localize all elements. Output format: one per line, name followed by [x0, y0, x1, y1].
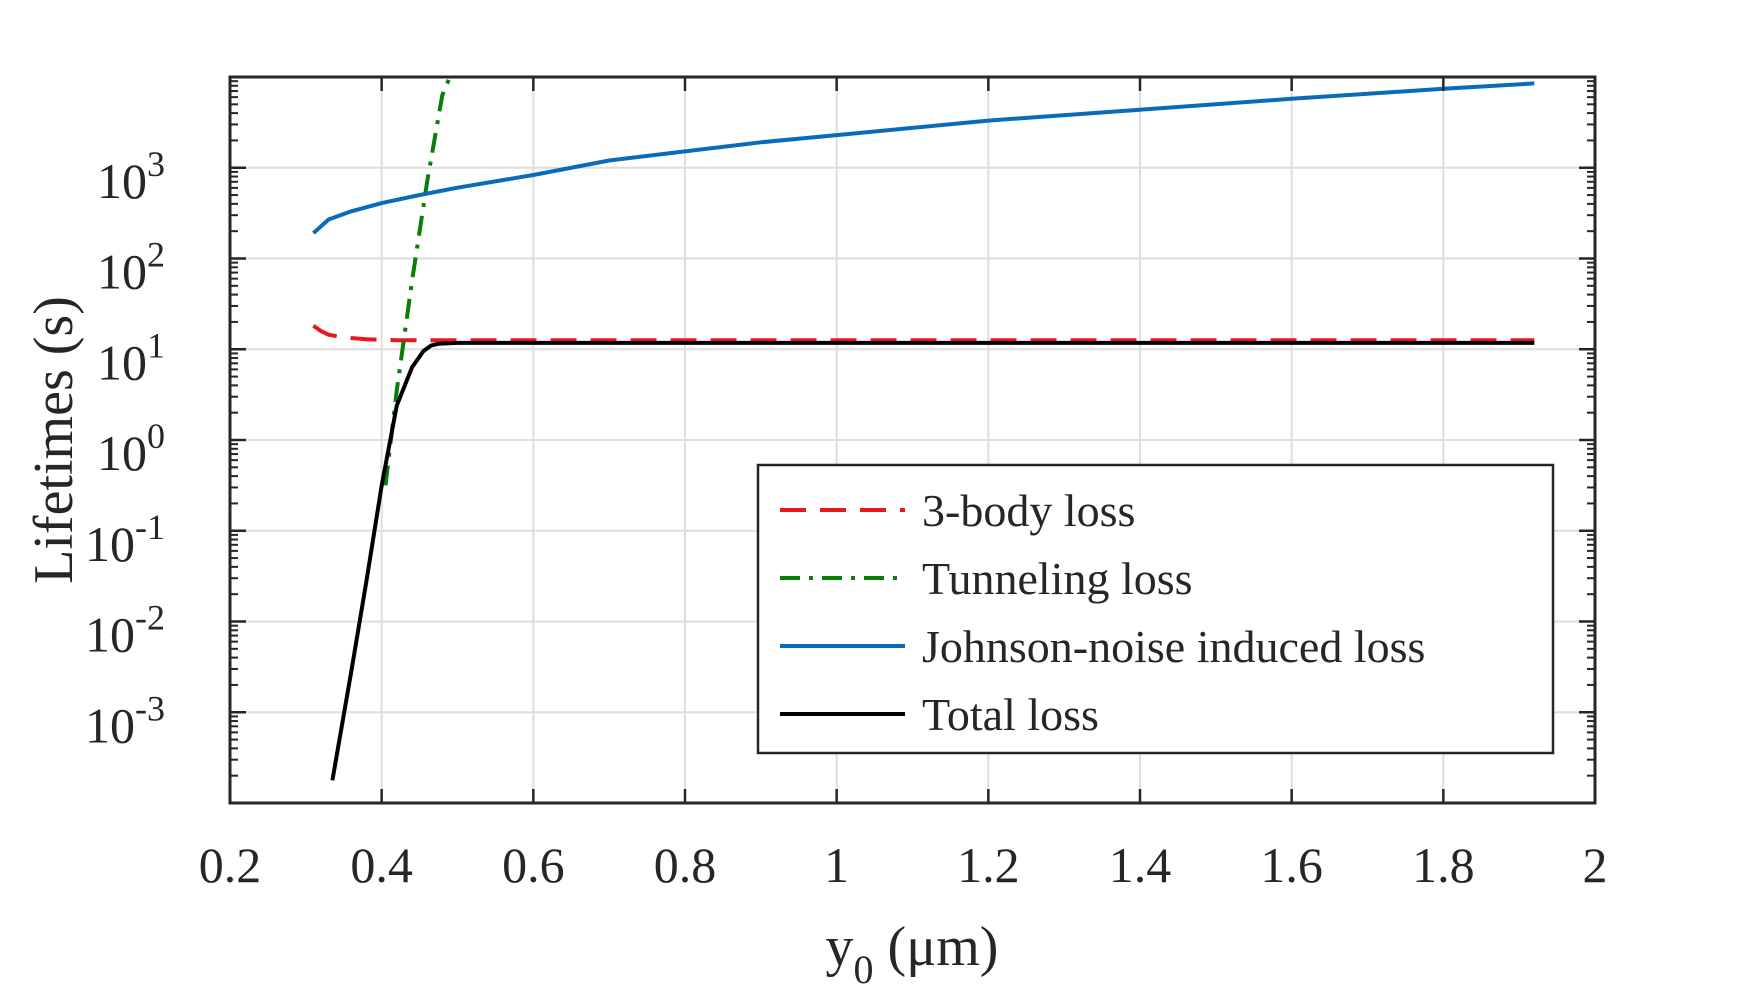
- y-axis-label: Lifetimes (s): [23, 296, 85, 584]
- y-tick-label-base: 10: [97, 153, 147, 209]
- x-axis-label-unit: (μm): [874, 916, 999, 978]
- y-tick-label: 10-2: [85, 598, 165, 663]
- series-line-johnson-noise-induced-loss: [312, 81, 1535, 235]
- y-tick-label: 101: [97, 325, 165, 390]
- legend-label: Johnson-noise induced loss: [922, 621, 1425, 672]
- x-tick-label: 1.8: [1412, 837, 1475, 893]
- y-tick-label-exponent: 0: [147, 416, 165, 456]
- x-axis-label-subscript: 0: [854, 947, 874, 992]
- x-tick-label: 2: [1583, 837, 1608, 893]
- x-axis-label: y0 (μm): [826, 916, 999, 992]
- legend-entries: 3-body loss Tunneling loss Johnson-noise i…: [780, 485, 1425, 740]
- legend-label: 3-body loss: [922, 485, 1135, 536]
- x-tick-label: 1.6: [1260, 837, 1323, 893]
- y-tick-label: 100: [97, 416, 165, 481]
- ticks-layer: [228, 75, 1597, 805]
- x-tick-label: 1: [824, 837, 849, 893]
- y-tick-label-exponent: -2: [135, 598, 165, 638]
- legend-label: Total loss: [922, 689, 1099, 740]
- x-tick-label: 0.6: [502, 837, 565, 893]
- series-line-tunneling-loss: [383, 77, 452, 486]
- y-tick-label: 102: [97, 235, 165, 300]
- series-layer: [312, 77, 1535, 781]
- legend: 3-body loss Tunneling loss Johnson-noise i…: [756, 463, 1555, 755]
- x-tick-label: 1.4: [1109, 837, 1172, 893]
- y-tick-label-base: 10: [85, 516, 135, 572]
- y-tick-label-base: 10: [97, 244, 147, 300]
- series-line-3-body-loss: [312, 324, 1535, 343]
- labels-layer: 0.2 0.4 0.6 0.8 1 1.2 1.4 1.6 1.8 210-310-210-110…: [85, 144, 1608, 893]
- y-tick-label-exponent: 1: [147, 325, 165, 365]
- y-tick-label-base: 10: [85, 607, 135, 663]
- y-tick-label-base: 10: [85, 697, 135, 753]
- x-tick-label: 0.2: [199, 837, 262, 893]
- y-tick-label-base: 10: [97, 425, 147, 481]
- y-tick-label-exponent: -3: [135, 688, 165, 728]
- y-tick-label-base: 10: [97, 334, 147, 390]
- x-tick-label: 1.2: [957, 837, 1020, 893]
- x-axis-label-main: y: [826, 916, 854, 978]
- legend-label: Tunneling loss: [922, 553, 1193, 604]
- y-tick-label: 10-3: [85, 688, 165, 753]
- legend-box: [756, 463, 1555, 755]
- y-tick-label-exponent: -1: [135, 507, 165, 547]
- y-tick-label-exponent: 2: [147, 235, 165, 275]
- x-tick-label: 0.8: [654, 837, 717, 893]
- y-tick-label-exponent: 3: [147, 144, 165, 184]
- y-tick-label: 10-1: [85, 507, 165, 572]
- series-line-total-loss: [330, 340, 1535, 781]
- y-tick-label: 103: [97, 144, 165, 209]
- x-tick-label: 0.4: [350, 837, 413, 893]
